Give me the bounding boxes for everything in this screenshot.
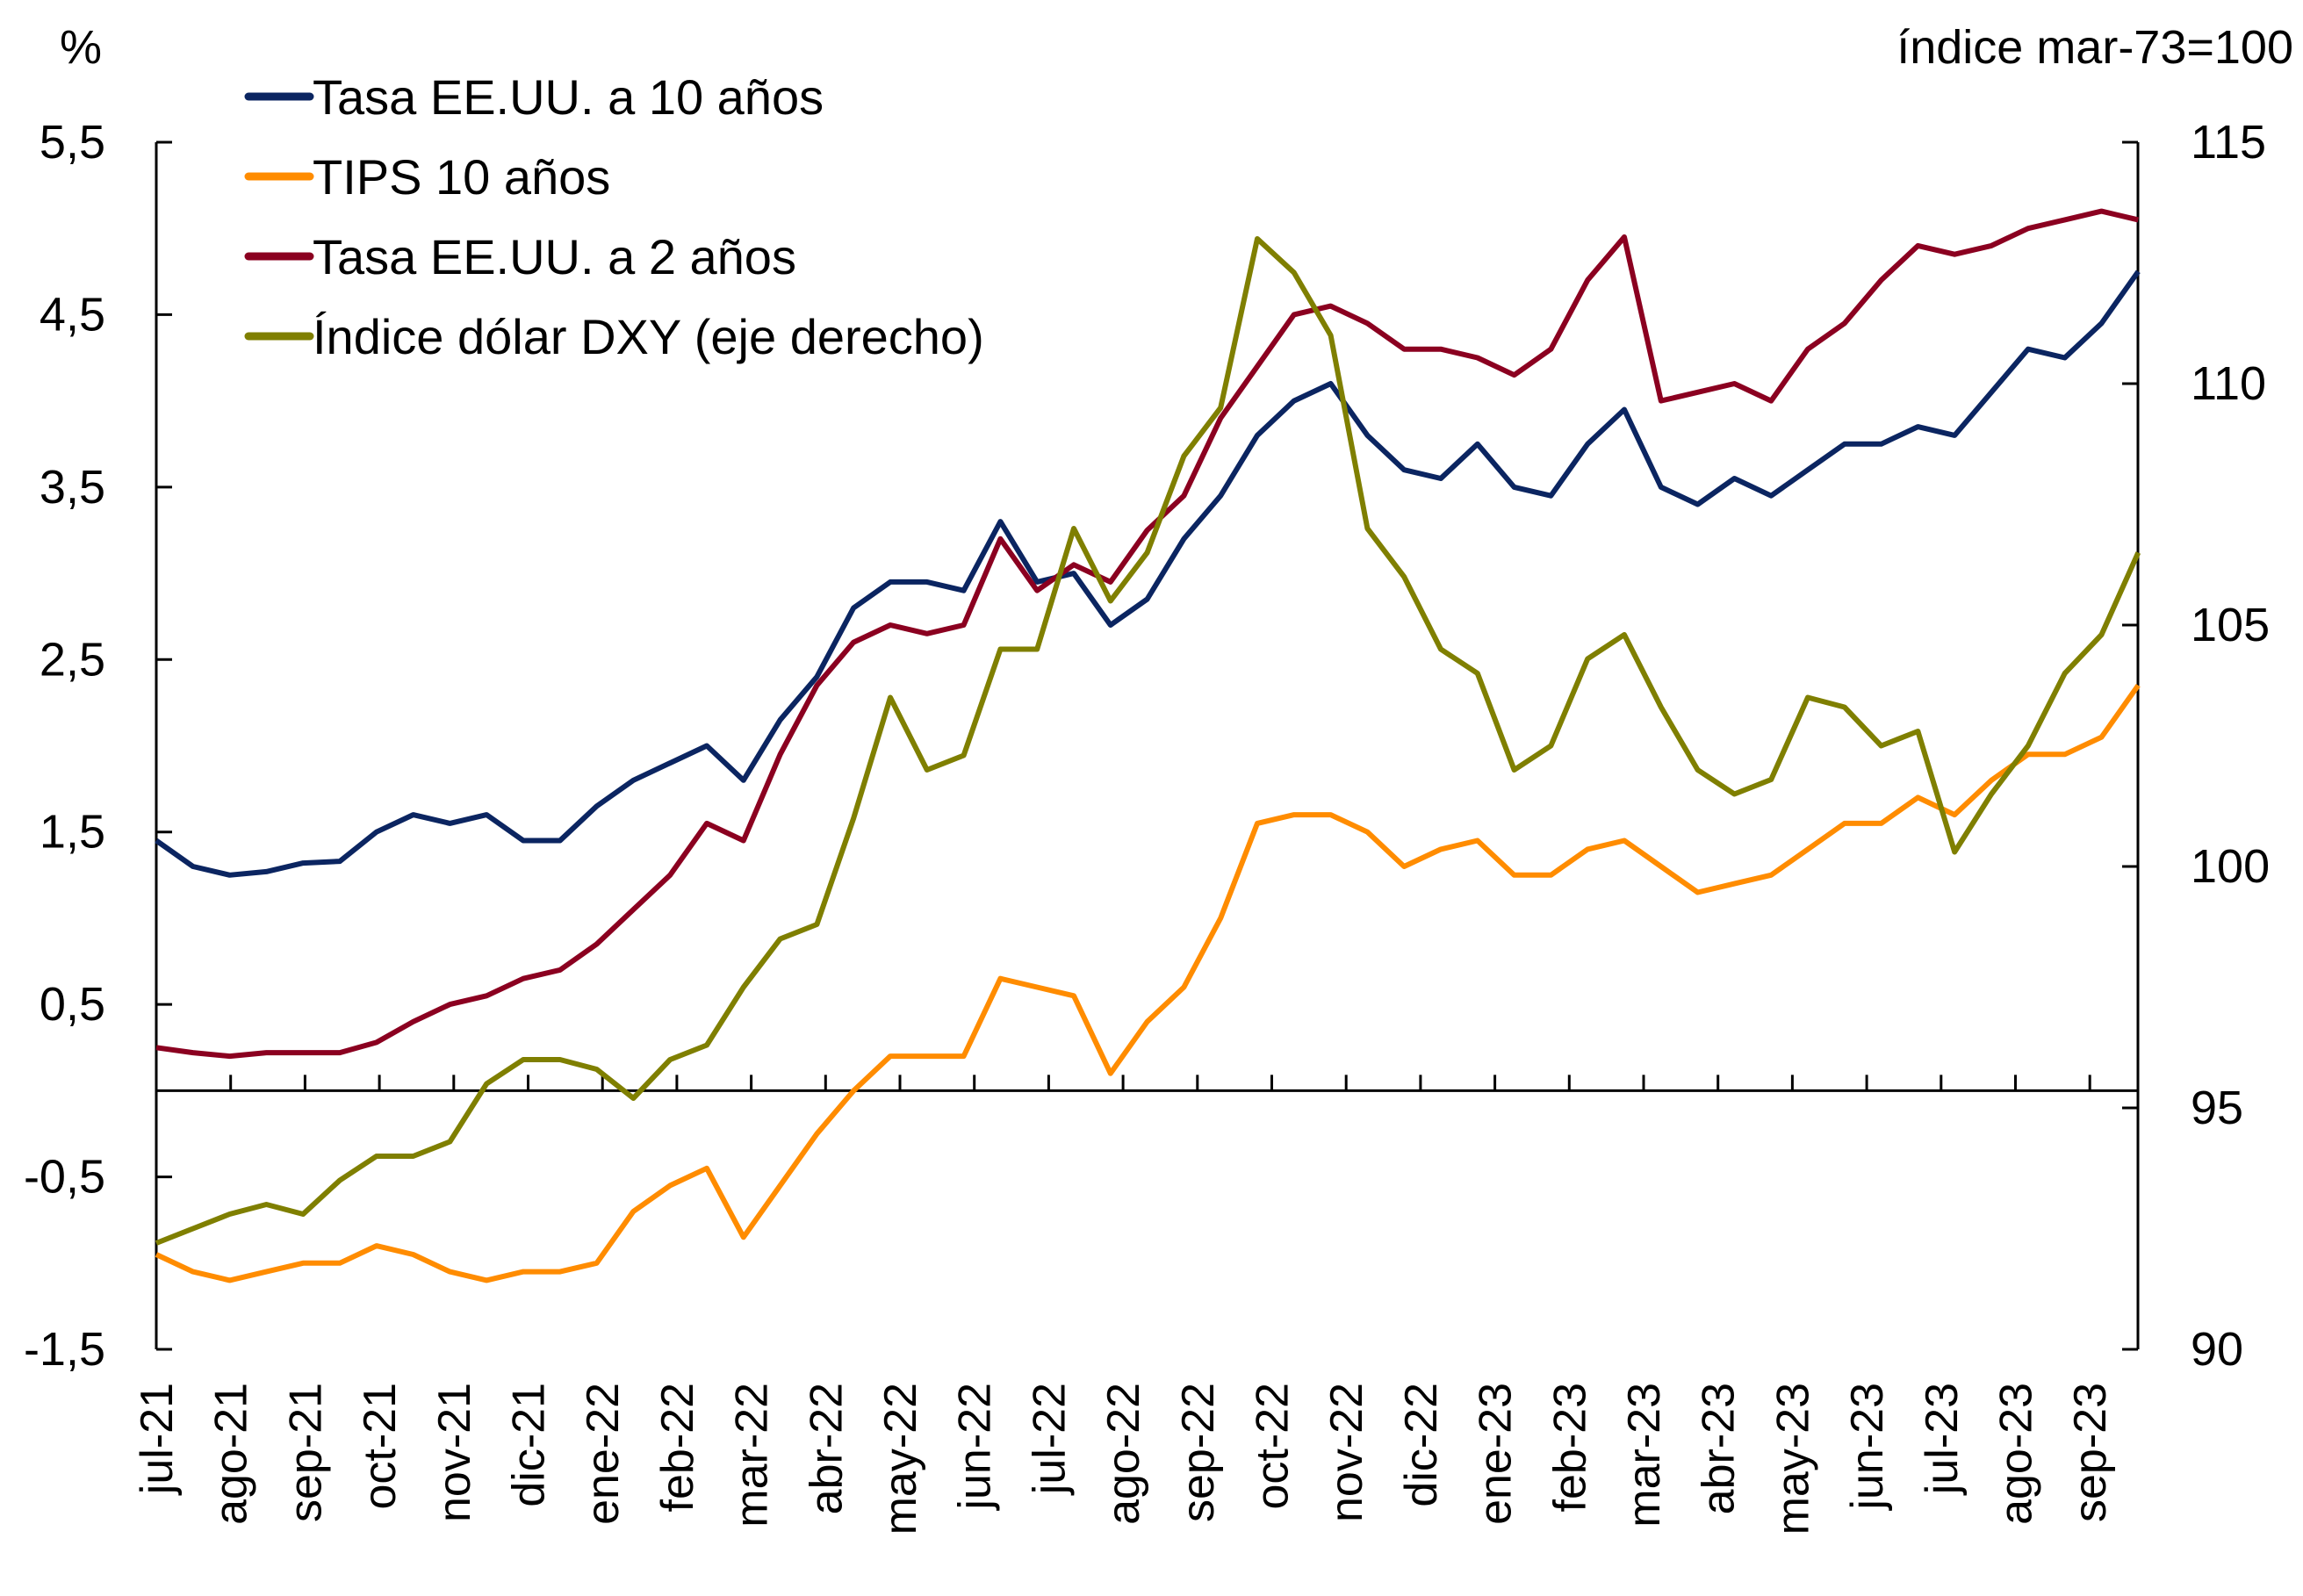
x-tick-label: ago-22	[1098, 1383, 1149, 1525]
x-tick-label: mar-23	[1619, 1383, 1670, 1528]
x-tick-label: may-23	[1767, 1383, 1818, 1535]
x-tick-label: sep-21	[280, 1383, 331, 1522]
series-line-4	[155, 236, 2141, 1246]
left-tick-label: -0,5	[24, 1151, 105, 1204]
left-tick-label: 4,5	[40, 288, 105, 341]
legend: Tasa EE.UU. a 10 años TIPS 10 años Tasa EE…	[244, 69, 984, 364]
x-tick-label: jun-22	[950, 1383, 1001, 1512]
right-tick-label: 90	[2191, 1323, 2243, 1376]
legend-label: Índice dólar DXY (eje derecho)	[313, 309, 984, 364]
x-tick-label: sep-23	[2065, 1383, 2116, 1522]
right-tick-label: 100	[2191, 840, 2270, 893]
x-tick-label: jun-23	[1842, 1383, 1893, 1512]
axes: -1,5 -0,5 0,5 1,5 2,5 3,5 4,5 5,5 90 95 100 105 110 1…	[24, 116, 2270, 1535]
x-tick-label: may-22	[875, 1383, 926, 1535]
left-tick-label: 5,5	[40, 116, 105, 169]
x-tick-label: abr-22	[801, 1383, 852, 1514]
x-tick-label: jul-22	[1024, 1383, 1075, 1496]
x-tick-label: ene-23	[1471, 1383, 1522, 1525]
x-tick-label: ene-22	[578, 1383, 629, 1525]
series-group	[155, 208, 2141, 1283]
x-tick-label: abr-23	[1694, 1383, 1745, 1514]
x-tick-label: oct-21	[355, 1383, 406, 1510]
x-tick-label: sep-22	[1173, 1383, 1224, 1522]
x-tick-label: jul-23	[1917, 1383, 1968, 1496]
x-tick-label: dic-22	[1396, 1383, 1447, 1507]
right-tick-label: 110	[2191, 357, 2266, 410]
legend-label: Tasa EE.UU. a 2 años	[313, 229, 796, 284]
left-tick-label: 3,5	[40, 461, 105, 514]
right-tick-label: 115	[2191, 116, 2266, 169]
x-tick-label: ago-23	[1991, 1383, 2042, 1525]
x-tick-label: oct-22	[1248, 1383, 1299, 1510]
right-tick-label: 105	[2191, 599, 2270, 651]
x-tick-label: feb-23	[1544, 1383, 1595, 1512]
x-tick-label: jul-21	[132, 1383, 183, 1496]
left-tick-label: -1,5	[24, 1323, 105, 1376]
legend-label: TIPS 10 años	[313, 149, 610, 205]
legend-label: Tasa EE.UU. a 10 años	[313, 69, 824, 125]
series-line-3	[155, 208, 2139, 1060]
series-line-2	[155, 683, 2141, 1283]
left-tick-label: 0,5	[40, 978, 105, 1031]
x-tick-label: ago-21	[206, 1383, 257, 1525]
right-tick-label: 95	[2191, 1082, 2243, 1134]
left-tick-label: 1,5	[40, 806, 105, 859]
x-tick-label: nov-22	[1321, 1383, 1372, 1522]
series-line-1	[155, 270, 2141, 878]
left-tick-label: 2,5	[40, 633, 105, 686]
x-tick-label: dic-21	[504, 1383, 555, 1507]
left-axis-unit-label: %	[60, 21, 102, 74]
x-tick-label: mar-22	[727, 1383, 778, 1528]
right-axis-unit-label: índice mar-73=100	[1896, 21, 2293, 74]
x-tick-label: nov-21	[429, 1383, 480, 1522]
x-tick-label: feb-22	[652, 1383, 703, 1512]
